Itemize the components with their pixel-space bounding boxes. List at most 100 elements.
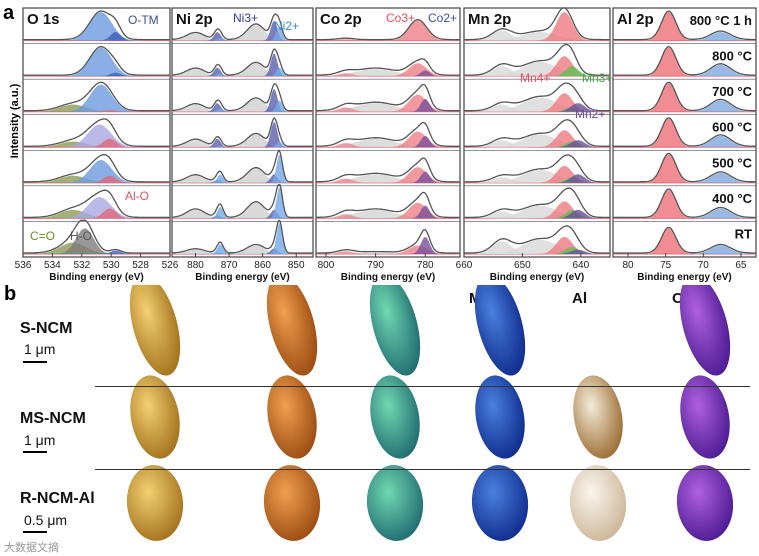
- annotation: Mn2+: [575, 107, 605, 121]
- peak-sat2: [172, 202, 313, 219]
- x-axis-label: Binding energy (eV): [341, 272, 435, 283]
- panel-title: Al 2p: [617, 11, 654, 28]
- envelope-line: [171, 48, 313, 76]
- peak-sat2: [172, 98, 313, 112]
- peak-ni-3p: [613, 245, 756, 254]
- row-label-s-ncm: S-NCM: [20, 320, 73, 337]
- envelope-line: [316, 229, 460, 254]
- peak-2p1-2: [464, 140, 610, 148]
- x-axis-label: Binding energy (eV): [490, 272, 584, 283]
- xps-spectra: O 1s 536 534 532 530 528 526 Binding energy (eV…: [15, 7, 757, 283]
- envelope-line: [23, 81, 170, 112]
- watermark: 大数据文摘: [4, 542, 59, 554]
- annotation: Mn3+: [582, 71, 612, 85]
- annotation: Mn4+: [520, 71, 550, 85]
- peak-sat2: [172, 24, 313, 41]
- peak-co2-: [316, 171, 460, 183]
- peak-sat: [464, 205, 610, 219]
- envelope-line: [316, 121, 460, 147]
- particle-map-ni: [267, 375, 317, 459]
- peak-2p1-2: [316, 178, 460, 183]
- envelope-line: [613, 117, 756, 147]
- peak-2p1-2: [316, 107, 460, 112]
- annotation: Al-O: [125, 189, 149, 203]
- tick-label: 790: [367, 260, 384, 271]
- panel-title: O 1s: [27, 11, 60, 28]
- peak-c-o: [23, 104, 170, 112]
- peak-c-o: [23, 175, 170, 183]
- peak-c-o: [23, 242, 170, 254]
- tick-label: 528: [132, 260, 149, 271]
- tick-label: 850: [288, 260, 305, 271]
- particle-map-o: [680, 375, 730, 459]
- tick-label: 650: [514, 260, 531, 271]
- peak-sat: [464, 134, 610, 148]
- peak-sat2: [172, 63, 313, 77]
- peak-2p1-2: [316, 214, 460, 219]
- scale-text: 1 μm: [24, 432, 56, 448]
- annotation: Ni3+: [233, 11, 258, 25]
- series-label: RT: [735, 226, 752, 241]
- particle-map-al: [573, 375, 623, 459]
- peak-ni-3p: [613, 172, 756, 183]
- peak-ni-3p: [613, 135, 756, 148]
- peak-sat1: [172, 209, 313, 219]
- particle-map-gold: [130, 375, 180, 459]
- peak-ni2-2p3-2: [172, 141, 313, 148]
- envelope-line: [316, 19, 460, 41]
- divider: [95, 386, 750, 387]
- envelope-line: [23, 10, 170, 41]
- envelope-line: [315, 58, 460, 76]
- series-label: 700 °C: [712, 84, 753, 99]
- peak-ni2-2p3-2: [172, 67, 313, 77]
- peak-h-o: [23, 228, 170, 254]
- envelope-line: [23, 189, 170, 219]
- tick-label: 660: [456, 260, 473, 271]
- peak-2p1-2: [316, 73, 460, 77]
- peak-co2-: [316, 70, 460, 77]
- particle-map-gold: [126, 465, 184, 541]
- series-label: 500 °C: [712, 155, 753, 170]
- peak-ni2-2p3-2: [172, 26, 313, 41]
- peak-ni-3p: [613, 64, 756, 77]
- peak-sat: [464, 170, 610, 183]
- tick-label: 80: [622, 260, 634, 271]
- peak-co2-: [316, 98, 460, 112]
- panel-frame: [463, 7, 611, 258]
- annotation: O-TM: [128, 13, 159, 27]
- peak-sat2: [172, 245, 313, 254]
- peak-ni-3p: [613, 32, 756, 41]
- envelope-line: [613, 46, 756, 76]
- peak-o-tm: [23, 84, 170, 112]
- scale-text: 0.5 μm: [24, 512, 68, 528]
- peak-ni2-2p3-2: [172, 100, 313, 112]
- tick-label: 800: [318, 260, 335, 271]
- peak-sat1: [172, 175, 313, 183]
- column-al: Al: [572, 290, 587, 307]
- particle-map-co: [369, 285, 421, 376]
- envelope-line: [171, 149, 313, 183]
- tick-label: 870: [221, 260, 238, 271]
- peak-c-o: [23, 209, 170, 219]
- envelope-line: [171, 117, 313, 147]
- peak-sat: [464, 32, 610, 41]
- series-label: 600 °C: [712, 120, 753, 135]
- series-label: 800 °C 1 h: [690, 13, 752, 28]
- annotation: C=O: [30, 229, 55, 243]
- x-axis-label: Binding energy (eV): [637, 272, 731, 283]
- tick-label: 860: [254, 260, 271, 271]
- panel-a-label: a: [3, 2, 15, 24]
- scale-bar: [23, 531, 47, 533]
- particle-map-o: [679, 285, 731, 376]
- tick-label: 780: [417, 260, 434, 271]
- panel-frame: [22, 7, 171, 258]
- peak-mn2-: [464, 174, 610, 183]
- envelope-line: [171, 13, 313, 41]
- annotation: Co2+: [428, 11, 457, 25]
- envelope-line: [316, 191, 460, 219]
- panel-title: Co 2p: [320, 11, 362, 28]
- peak-2p1-2: [464, 177, 610, 183]
- tick-label: 534: [44, 260, 61, 271]
- tick-label: 70: [698, 260, 710, 271]
